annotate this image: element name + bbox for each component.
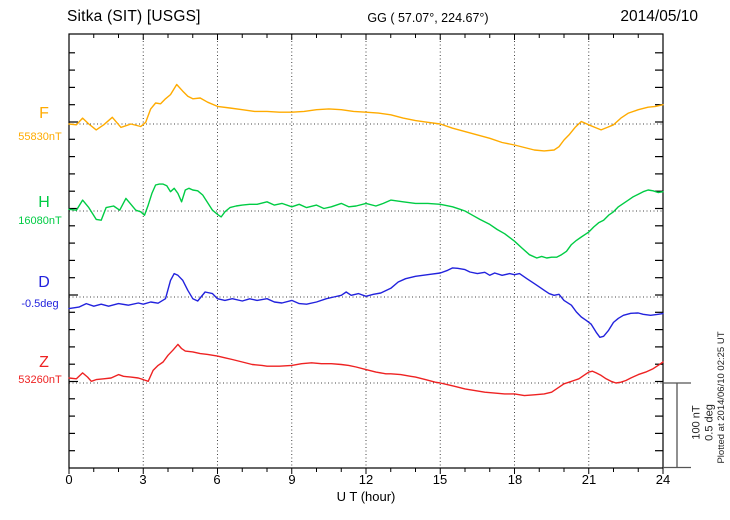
- x-tick-label: 24: [655, 472, 671, 487]
- plot-frame: [68, 33, 664, 469]
- channel-baseline-D: -0.5deg: [21, 298, 59, 310]
- x-tick-label: 12: [358, 472, 374, 487]
- scale-label-deg: 0.5 deg: [703, 404, 716, 441]
- x-tick-label: 0: [65, 472, 73, 487]
- x-tick-label: 21: [581, 472, 597, 487]
- trace-D: [68, 267, 664, 338]
- plot-date: 2014/05/10: [620, 8, 698, 25]
- trace-H: [68, 183, 664, 259]
- channel-baseline-H: 16080nT: [18, 215, 62, 227]
- channel-label-Z: Z: [39, 354, 49, 371]
- trace-F: [68, 83, 664, 152]
- x-axis-title: U T (hour): [336, 489, 396, 504]
- scale-bar-labels: 100 nT 0.5 deg: [691, 395, 718, 451]
- x-tick-label: 18: [507, 472, 523, 487]
- geographic-coordinates: GG ( 57.07°, 224.67°): [367, 11, 489, 25]
- x-tick-label: 15: [432, 472, 448, 487]
- x-tick-label: 9: [288, 472, 296, 487]
- x-tick-label: 3: [139, 472, 147, 487]
- trace-Z: [68, 343, 664, 397]
- station-title: Sitka (SIT) [USGS]: [67, 8, 201, 25]
- x-tick-label: 6: [213, 472, 221, 487]
- channel-baseline-Z: 53260nT: [18, 374, 62, 386]
- channel-label-H: H: [38, 194, 50, 211]
- channel-label-F: F: [39, 105, 49, 122]
- channel-label-D: D: [38, 274, 50, 291]
- scale-label-nt: 100 nT: [690, 405, 703, 440]
- channel-baseline-F: 55830nT: [18, 131, 62, 143]
- plotted-timestamp-note: Plotted at 2014/06/10 02:25 UT: [716, 331, 727, 464]
